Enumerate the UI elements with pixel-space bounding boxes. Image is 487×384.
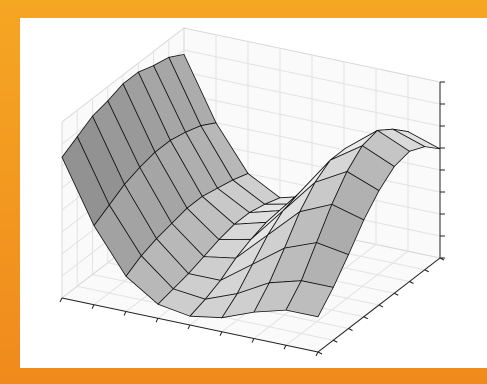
x-tick-mark	[251, 338, 255, 343]
y-tick-mark	[348, 328, 353, 331]
y-tick-mark	[409, 281, 414, 284]
x-tick-mark	[219, 331, 223, 336]
y-tick-mark	[394, 292, 399, 296]
x-tick-mark	[123, 311, 127, 316]
floor-grid-line	[285, 250, 409, 346]
back-grid-line	[183, 49, 441, 105]
y-tick-mark	[333, 339, 338, 343]
x-tick-mark	[187, 324, 191, 330]
y-tick-mark	[378, 304, 384, 308]
back-grid-line	[183, 71, 441, 127]
x-tick-mark	[59, 297, 63, 303]
y-tick-mark	[317, 351, 323, 355]
x-tick-mark	[155, 318, 159, 323]
y-tick-mark	[439, 257, 445, 261]
surface-patch	[285, 280, 334, 318]
y-tick-mark	[363, 316, 368, 320]
x-tick-mark	[315, 351, 319, 357]
surface	[61, 53, 441, 319]
axis-lines	[59, 81, 445, 357]
y-tick-mark	[424, 269, 429, 273]
x-tick-mark	[283, 345, 287, 350]
x-tick-mark	[91, 304, 95, 309]
